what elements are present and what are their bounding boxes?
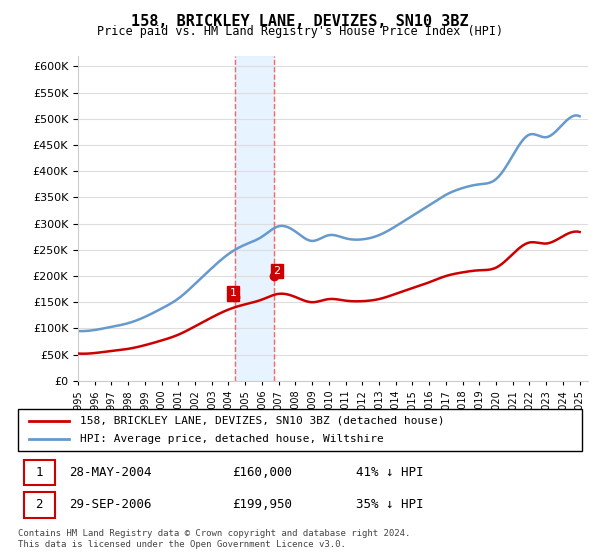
FancyBboxPatch shape bbox=[18, 409, 582, 451]
FancyBboxPatch shape bbox=[23, 492, 55, 517]
Text: 41% ↓ HPI: 41% ↓ HPI bbox=[356, 466, 424, 479]
FancyBboxPatch shape bbox=[23, 460, 55, 486]
Bar bbox=[235, 56, 274, 381]
Text: 2: 2 bbox=[274, 266, 281, 276]
Text: Price paid vs. HM Land Registry's House Price Index (HPI): Price paid vs. HM Land Registry's House … bbox=[97, 25, 503, 38]
Text: HPI: Average price, detached house, Wiltshire: HPI: Average price, detached house, Wilt… bbox=[80, 434, 384, 444]
Text: 1: 1 bbox=[229, 288, 236, 298]
Text: 2: 2 bbox=[35, 498, 43, 511]
Text: 29-SEP-2006: 29-SEP-2006 bbox=[69, 498, 151, 511]
Text: 35% ↓ HPI: 35% ↓ HPI bbox=[356, 498, 424, 511]
Text: 1: 1 bbox=[35, 466, 43, 479]
Text: 28-MAY-2004: 28-MAY-2004 bbox=[69, 466, 151, 479]
Text: 158, BRICKLEY LANE, DEVIZES, SN10 3BZ (detached house): 158, BRICKLEY LANE, DEVIZES, SN10 3BZ (d… bbox=[80, 416, 445, 426]
Text: 158, BRICKLEY LANE, DEVIZES, SN10 3BZ: 158, BRICKLEY LANE, DEVIZES, SN10 3BZ bbox=[131, 14, 469, 29]
Text: Contains HM Land Registry data © Crown copyright and database right 2024.
This d: Contains HM Land Registry data © Crown c… bbox=[18, 529, 410, 549]
Text: £160,000: £160,000 bbox=[232, 466, 292, 479]
Text: £199,950: £199,950 bbox=[232, 498, 292, 511]
